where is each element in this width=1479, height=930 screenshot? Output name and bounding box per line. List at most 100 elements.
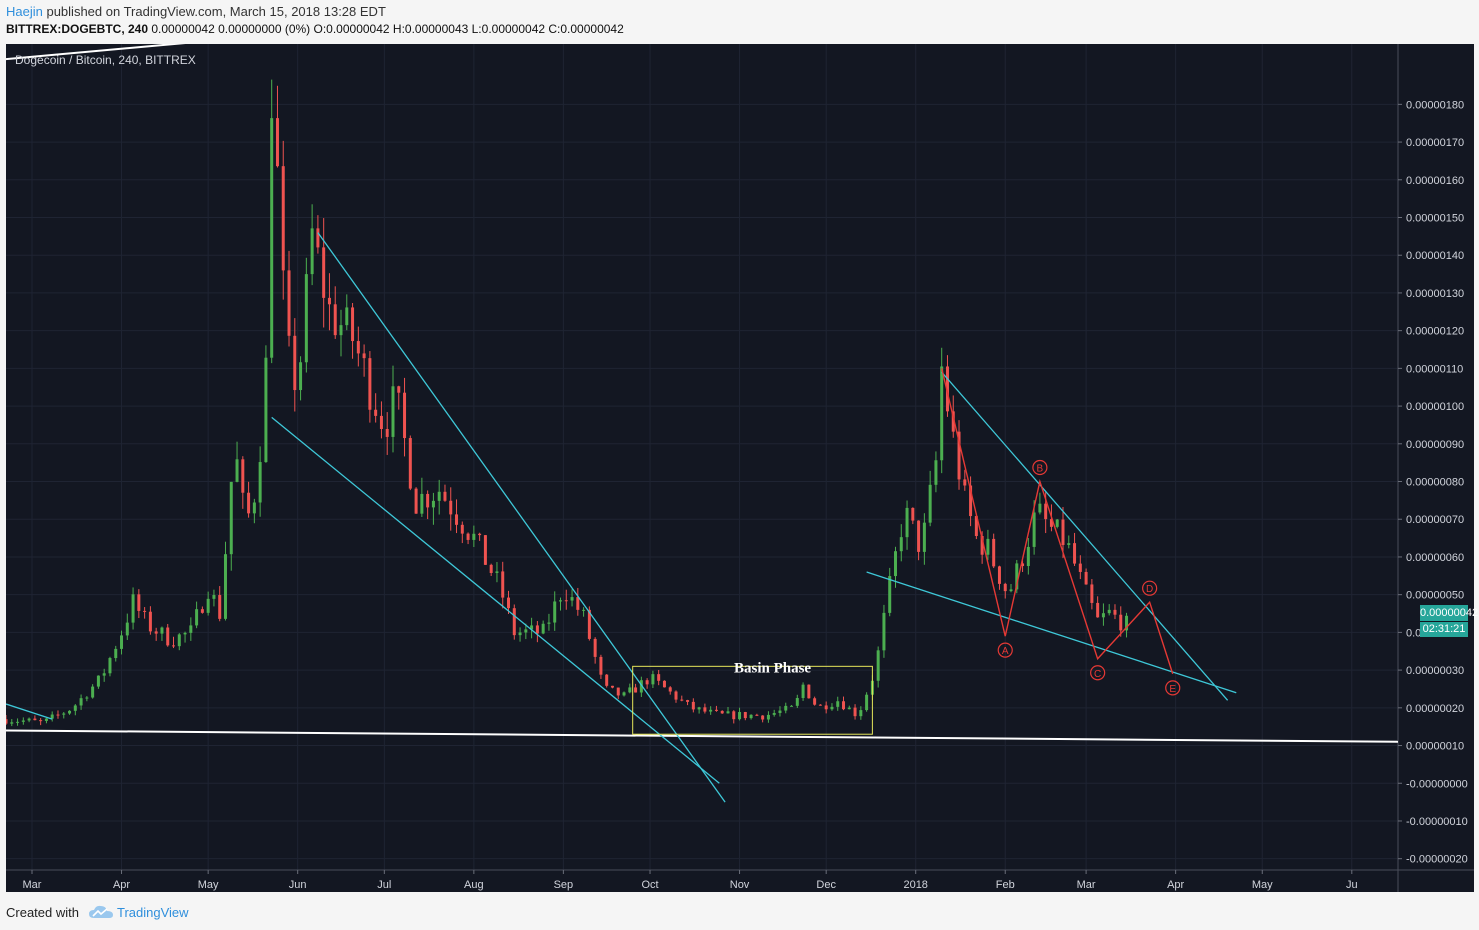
candle-body — [96, 675, 100, 687]
candle-body — [1021, 563, 1025, 567]
candle-body — [865, 694, 869, 711]
candle-body — [431, 500, 435, 508]
candle-body — [102, 673, 106, 676]
candle-body — [148, 611, 152, 632]
candle-body — [714, 709, 718, 711]
candle-body — [183, 632, 187, 635]
wave-label-circle — [1032, 459, 1048, 476]
candle-body — [928, 484, 932, 523]
trendline — [866, 571, 1237, 694]
basin-phase-label: Basin Phase — [734, 660, 811, 676]
x-tick-label: Dec — [816, 879, 836, 891]
candle-body — [223, 554, 227, 619]
price-chart[interactable]: 0.00000180 0.00000170 0.00000160 0.00000150… — [6, 44, 1474, 892]
candle-body — [137, 594, 141, 611]
candle-body — [501, 571, 505, 598]
candle-body — [997, 566, 1001, 584]
candle-body — [992, 538, 996, 567]
candle-body — [299, 362, 303, 391]
candle-body — [131, 594, 135, 623]
candle-body — [379, 415, 383, 430]
candle-body — [1096, 602, 1100, 618]
candle-body — [1009, 589, 1013, 592]
candle-body — [570, 597, 574, 601]
y-tick-label: 0.00000030 — [1406, 665, 1464, 677]
x-tick-label: May — [198, 879, 219, 891]
candle-body — [79, 698, 83, 706]
candle-body — [437, 491, 441, 501]
candle-body — [847, 707, 851, 710]
candle-body — [616, 687, 620, 696]
candle-body — [836, 701, 840, 707]
x-tick-label: Jul — [377, 879, 391, 891]
candle-body — [951, 411, 955, 432]
trendline — [271, 416, 720, 784]
y-tick-label: 0.00000160 — [1406, 175, 1464, 187]
candle-body — [524, 629, 528, 633]
candle-body — [316, 228, 320, 248]
candle-body — [10, 722, 14, 724]
candle-body — [1038, 503, 1042, 513]
candle-body — [466, 533, 470, 540]
y-tick-label: 0.00000140 — [1406, 250, 1464, 262]
candle-body — [426, 493, 430, 508]
candle-body — [801, 684, 805, 699]
candle-body — [339, 325, 343, 336]
candle-body — [541, 623, 545, 634]
candle-body — [235, 459, 239, 482]
candle-body — [189, 625, 193, 633]
wave-label-c: C — [1094, 669, 1101, 680]
candle-body — [576, 597, 580, 610]
candle-body — [986, 538, 990, 555]
candle-body — [582, 609, 586, 611]
candle-body — [16, 721, 20, 723]
candle-body — [1055, 519, 1059, 527]
candle-body — [247, 492, 251, 514]
y-tick-label: 0.00000150 — [1406, 212, 1464, 224]
candle-body — [408, 438, 412, 489]
candle-body — [899, 537, 903, 552]
author-link[interactable]: Haejin — [6, 4, 43, 19]
header: Haejin published on TradingView.com, Mar… — [0, 0, 1479, 42]
candle-body — [68, 710, 72, 714]
candle-body — [605, 674, 609, 686]
candle-body — [1107, 609, 1111, 614]
candle-body — [241, 459, 245, 493]
trendline — [317, 232, 726, 803]
candle-body — [489, 564, 493, 573]
candle-body — [33, 718, 37, 721]
wave-label-a: A — [1002, 646, 1009, 657]
wave-label-circle — [1165, 680, 1181, 696]
candle-body — [876, 650, 880, 681]
candle-body — [154, 631, 158, 634]
candle-body — [455, 514, 459, 525]
candle-body — [957, 431, 961, 480]
candle-body — [680, 699, 684, 701]
wave-label-b: B — [1037, 464, 1044, 475]
x-tick-label: 2018 — [903, 879, 927, 891]
chart-area[interactable]: 0.00000180 0.00000170 0.00000160 0.00000150… — [6, 44, 1474, 892]
candle-body — [304, 274, 308, 363]
x-tick-label: Nov — [730, 879, 750, 891]
candle-body — [969, 485, 973, 517]
y-tick-label: 0.00000130 — [1406, 288, 1464, 300]
candle-body — [108, 658, 112, 674]
candle-body — [917, 520, 921, 552]
candle-body — [281, 166, 285, 271]
candle-body — [530, 625, 534, 630]
tradingview-cloud-icon[interactable] — [88, 904, 114, 920]
candle-body — [818, 704, 822, 706]
candle-body — [807, 684, 811, 699]
candle-body — [258, 462, 262, 503]
candle-body — [691, 701, 695, 710]
candle-body — [160, 627, 164, 634]
candle-body — [634, 687, 638, 693]
chart-title: Dogecoin / Bitcoin, 240, BITTREX — [15, 53, 196, 67]
candle-body — [252, 502, 256, 514]
candle-body — [795, 698, 799, 706]
candle-body — [657, 674, 661, 681]
candle-body — [963, 479, 967, 486]
tradingview-link[interactable]: TradingView — [117, 905, 189, 920]
candle-body — [177, 634, 181, 647]
candle-body — [893, 551, 897, 577]
